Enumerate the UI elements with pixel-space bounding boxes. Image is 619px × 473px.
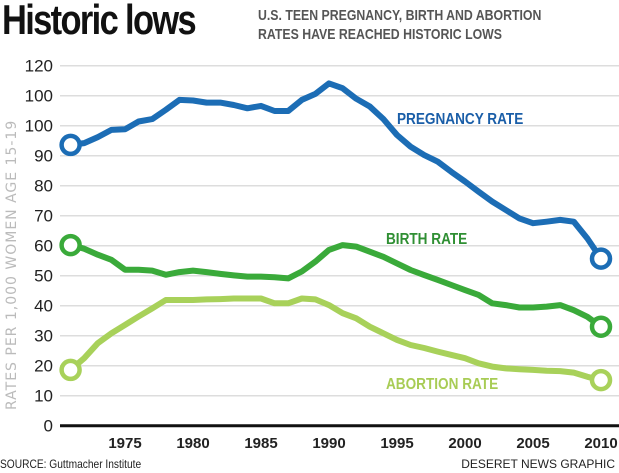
- chart-title: Historic lows: [2, 0, 197, 43]
- y-tick-label: 120: [25, 57, 53, 76]
- y-tick-label: 10: [34, 387, 53, 406]
- series-endpoint-marker: [589, 247, 613, 270]
- y-tick-label: 70: [34, 207, 53, 226]
- x-tick-label: 1985: [244, 435, 277, 452]
- series-endpoint-marker: [59, 133, 82, 157]
- series-endpoint-marker: [589, 368, 613, 392]
- series-line-1: [67, 242, 604, 330]
- series-line-0: [67, 80, 604, 262]
- subtitle-line-1: U.S. TEEN PREGNANCY, BIRTH AND ABORTION: [258, 7, 542, 24]
- series-endpoint-marker: [59, 233, 82, 257]
- y-tick-label: 60: [34, 237, 53, 256]
- y-tick-label: 90: [34, 147, 53, 166]
- y-tick-label: 0: [44, 417, 53, 436]
- x-tick-label: 2000: [448, 435, 481, 452]
- series-label: BIRTH RATE: [386, 231, 467, 248]
- x-tick-label: 1980: [176, 435, 209, 452]
- graphic-credit: DESERET NEWS GRAPHIC: [461, 457, 615, 471]
- y-axis-label: RATES PER 1,000 WOMEN AGE 15-19: [4, 120, 20, 410]
- x-tick-label: 2010: [584, 435, 617, 452]
- x-tick-label: 1990: [312, 435, 345, 452]
- y-tick-label: 50: [34, 267, 53, 286]
- chart-subtitle: U.S. TEEN PREGNANCY, BIRTH AND ABORTION …: [258, 6, 541, 44]
- series-label: ABORTION RATE: [386, 376, 498, 393]
- x-tick-label: 1995: [380, 435, 413, 452]
- y-tick-label: 100: [25, 117, 53, 136]
- series-endpoint-marker: [59, 358, 82, 382]
- x-tick-label: 2005: [516, 435, 549, 452]
- y-tick-label: 30: [34, 327, 53, 346]
- subtitle-line-2: RATES HAVE REACHED HISTORIC LOWS: [258, 26, 502, 43]
- x-tick-label: 1975: [108, 435, 141, 452]
- series-endpoint-marker: [589, 315, 613, 338]
- source-note: SOURCE: Guttmacher Institute: [0, 457, 142, 471]
- series-line-2: [67, 295, 604, 384]
- y-tick-label: 80: [34, 177, 53, 196]
- series-label: PREGNANCY RATE: [397, 111, 523, 128]
- y-tick-label: 20: [34, 357, 53, 376]
- y-tick-label: 100: [25, 87, 53, 106]
- y-tick-label: 40: [34, 297, 53, 316]
